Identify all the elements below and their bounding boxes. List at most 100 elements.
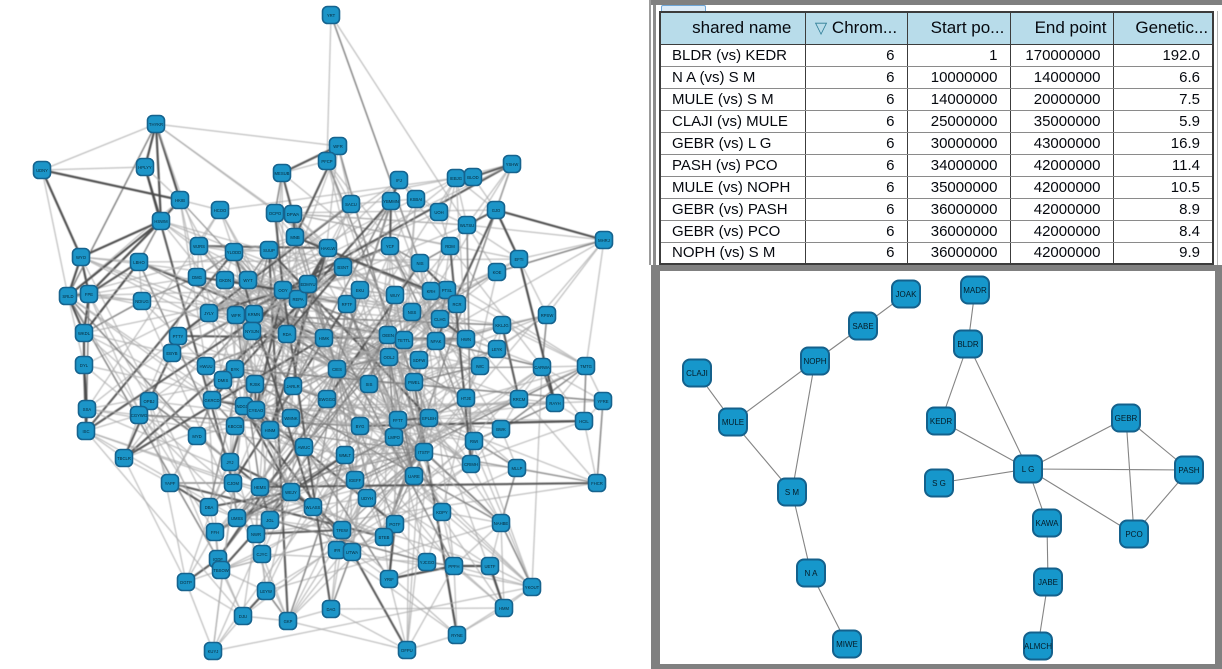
svg-text:JABE: JABE [1038,578,1058,587]
svg-text:L G: L G [1022,465,1035,474]
svg-text:FHCR: FHCR [591,481,603,486]
svg-text:RFTF: RFTF [342,302,353,307]
svg-text:HINM: HINM [265,428,276,433]
svg-text:HAKLW: HAKLW [321,246,336,251]
svg-text:WEJY: WEJY [285,490,297,495]
svg-text:WMLT: WMLT [339,453,351,458]
svg-text:KSBAI: KSBAI [410,197,422,202]
svg-text:RPSW: RPSW [541,313,554,318]
svg-text:KRMN: KRMN [248,312,260,317]
svg-text:EDMYU: EDMYU [300,282,315,287]
svg-text:KDPY: KDPY [436,510,448,515]
svg-text:MNB: MNB [290,235,300,240]
svg-text:S G: S G [932,479,946,488]
svg-text:BLOD: BLOD [467,175,478,180]
svg-text:OCPO: OCPO [269,211,282,216]
svg-text:RAYH: RAYH [549,401,560,406]
svg-text:WLASS: WLASS [306,505,321,510]
svg-text:WMNK: WMNK [284,416,297,421]
svg-text:BTEB: BTEB [379,535,390,540]
svg-text:DJU: DJU [239,614,247,619]
svg-text:MIWE: MIWE [836,640,858,649]
svg-text:IFR: IFR [334,548,341,553]
svg-text:CJYC: CJYC [257,552,268,557]
svg-text:TETTL: TETTL [398,338,411,343]
svg-text:WLTSU: WLTSU [460,223,474,228]
svg-text:YCF: YCF [386,244,395,249]
svg-text:ISC: ISC [83,429,90,434]
svg-text:CLHG: CLHG [434,317,446,322]
svg-text:GKRCD: GKRCD [204,398,219,403]
svg-text:PTTY: PTTY [173,334,184,339]
svg-text:EPLBH: EPLBH [422,416,436,421]
svg-text:HCIL: HCIL [579,419,589,424]
svg-text:REPA: REPA [292,297,303,302]
svg-text:WJRS: WJRS [193,244,205,249]
svg-text:RRCM: RRCM [513,397,526,402]
svg-text:KOE: KOE [493,270,502,275]
svg-text:PASH: PASH [1178,466,1199,475]
svg-text:MHRJ: MHRJ [598,238,610,243]
svg-text:HMM: HMM [499,606,510,611]
svg-text:RDM: RDM [445,244,455,249]
svg-text:FPE: FPE [85,292,93,297]
svg-text:SUUP: SUUP [263,248,275,253]
svg-text:DYL: DYL [80,363,89,368]
svg-text:HCOO: HCOO [214,208,227,213]
svg-text:CRIMH: CRIMH [464,462,478,467]
svg-text:YSHW: YSHW [506,162,519,167]
svg-text:GEBR: GEBR [1115,414,1138,423]
svg-text:S M: S M [785,488,800,497]
svg-text:OOY: OOY [278,288,288,293]
svg-text:NFAK: NFAK [431,339,442,344]
svg-text:BYK: BYK [231,367,240,372]
svg-text:UTWA: UTWA [346,550,358,555]
svg-text:HTJE: HTJE [461,396,472,401]
svg-text:JGL: JGL [266,518,274,523]
svg-text:NDGSN: NDGSN [236,404,251,409]
svg-text:HIMK: HIMK [319,336,330,341]
svg-text:KRH: KRH [427,289,436,294]
svg-text:BSNT: BSNT [337,265,349,270]
svg-text:TBSOW: TBSOW [213,568,228,573]
svg-text:CLAJI: CLAJI [686,369,708,378]
svg-text:YJCGO: YJCGO [420,560,435,565]
svg-text:UDNY: UDNY [36,168,48,173]
svg-text:KEDR: KEDR [930,417,952,426]
svg-text:RWI: RWI [470,439,478,444]
svg-text:MESUB: MESUB [275,171,290,176]
svg-text:EFTI: EFTI [514,257,523,262]
svg-text:TFEW: TFEW [336,528,348,533]
svg-text:LBHO: LBHO [133,260,145,265]
svg-text:SABE: SABE [852,322,873,331]
svg-text:PPFH: PPFH [448,564,459,569]
svg-text:DMG: DMG [192,275,202,280]
svg-text:RJSK: RJSK [250,382,261,387]
svg-text:SDFW: SDFW [413,358,425,363]
svg-text:ALMCH: ALMCH [1024,642,1052,651]
svg-text:UARE: UARE [408,474,420,479]
svg-text:DAG: DAG [326,607,335,612]
svg-text:ITSTF: ITSTF [418,450,430,455]
svg-text:SRLD: SRLD [62,294,73,299]
svg-text:KUYJ: KUYJ [208,649,219,654]
svg-text:YFRE: YFRE [597,399,608,404]
svg-text:DFPU: DFPU [401,648,412,653]
svg-text:FFH: FFH [211,530,219,535]
svg-text:MADR: MADR [963,286,987,295]
svg-text:NIS: NIS [417,261,424,266]
svg-text:GJO: GJO [492,208,501,213]
svg-text:LEYW: LEYW [260,589,272,594]
svg-text:NWR: NWR [251,532,261,537]
svg-text:KKLJG: KKLJG [495,323,508,328]
svg-text:NOPH: NOPH [803,357,826,366]
svg-text:CARWA: CARWA [534,365,550,370]
svg-text:JYJ: JYJ [227,460,234,465]
svg-text:PWEL: PWEL [408,380,421,385]
svg-text:FFTT: FFTT [393,418,404,423]
svg-text:DMIS: DMIS [218,378,229,383]
svg-text:WYO: WYO [76,255,87,260]
svg-text:NSS: NSS [408,310,417,315]
svg-text:DPWA: DPWA [287,212,300,217]
svg-text:HKIB: HKIB [175,198,185,203]
